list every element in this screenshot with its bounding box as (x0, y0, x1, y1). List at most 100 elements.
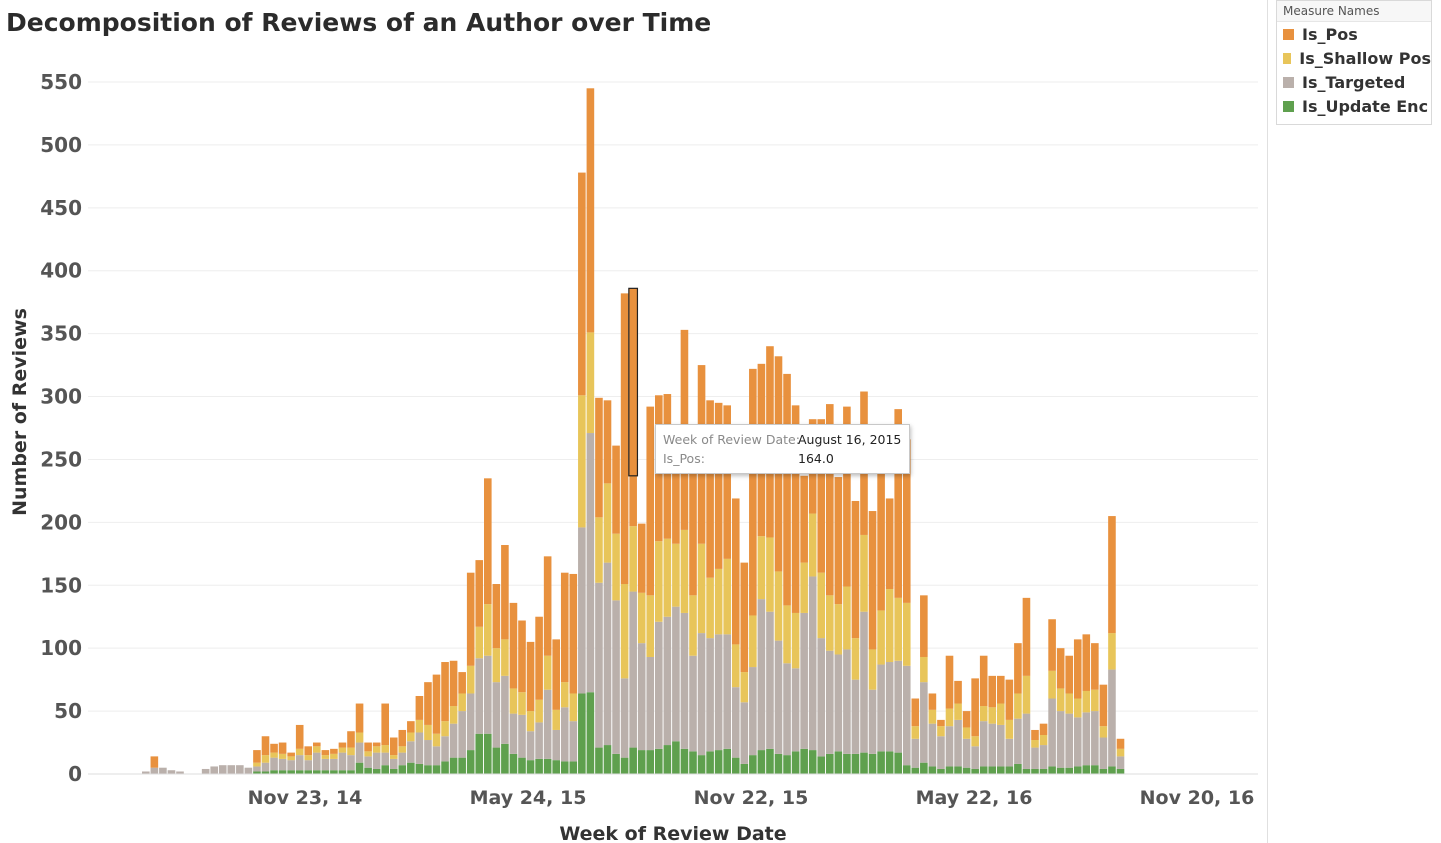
bar-segment-is-targeted[interactable] (167, 770, 176, 774)
bar-segment-is-update-enc[interactable] (441, 761, 449, 774)
bar-segment-is-update-enc[interactable] (407, 762, 415, 774)
bar-segment-is-targeted[interactable] (313, 752, 321, 771)
bar-segment-is-shallow-pos[interactable] (270, 752, 278, 758)
bar-segment-is-pos[interactable] (398, 729, 407, 747)
legend-item-is-pos[interactable]: Is_Pos (1277, 22, 1431, 46)
bar-segment-is-update-enc[interactable] (552, 760, 560, 774)
bar-segment-is-targeted[interactable] (937, 736, 945, 769)
bar-segment-is-targeted[interactable] (731, 687, 740, 758)
bar-segment-is-shallow-pos[interactable] (612, 533, 620, 601)
bar-segment-is-shallow-pos[interactable] (902, 602, 911, 666)
bar-segment-is-shallow-pos[interactable] (646, 595, 655, 657)
bar-segment-is-targeted[interactable] (330, 758, 338, 771)
bar-segment-is-pos[interactable] (928, 693, 937, 710)
bar-segment-is-shallow-pos[interactable] (586, 332, 595, 434)
bar-segment-is-shallow-pos[interactable] (355, 732, 364, 743)
bar-segment-is-update-enc[interactable] (253, 771, 261, 774)
bar-segment-is-pos[interactable] (817, 419, 826, 573)
bar-segment-is-pos[interactable] (920, 595, 928, 657)
bar-segment-is-shallow-pos[interactable] (791, 612, 800, 669)
bar-segment-is-pos[interactable] (894, 409, 902, 598)
bar-segment-is-targeted[interactable] (278, 758, 287, 771)
bar-segment-is-update-enc[interactable] (885, 751, 894, 774)
bar-segment-is-shallow-pos[interactable] (518, 692, 526, 715)
bar-segment-is-update-enc[interactable] (1039, 768, 1048, 774)
bar-segment-is-pos[interactable] (706, 400, 714, 578)
bar-segment-is-pos[interactable] (646, 406, 655, 596)
bar-segment-is-targeted[interactable] (1116, 756, 1125, 769)
bar-segment-is-update-enc[interactable] (988, 766, 997, 774)
bar-segment-is-shallow-pos[interactable] (1082, 690, 1091, 713)
bar-segment-is-targeted[interactable] (261, 762, 270, 772)
bar-segment-is-shallow-pos[interactable] (928, 709, 937, 724)
bar-segment-is-targeted[interactable] (441, 736, 449, 762)
bar-segment-is-targeted[interactable] (526, 731, 535, 761)
bar-segment-is-pos[interactable] (843, 406, 851, 587)
bar-segment-is-pos[interactable] (304, 746, 313, 756)
bar-segment-is-pos[interactable] (979, 655, 988, 707)
bar-segment-is-targeted[interactable] (672, 606, 680, 742)
legend[interactable]: Measure Names Is_Pos Is_Shallow Pos Is_T… (1276, 0, 1432, 125)
bar-segment-is-pos[interactable] (971, 678, 979, 737)
bar-segment-is-targeted[interactable] (176, 771, 184, 774)
bar-segment-is-shallow-pos[interactable] (826, 595, 834, 651)
bar-segment-is-update-enc[interactable] (689, 751, 697, 774)
bar-segment-is-shallow-pos[interactable] (655, 541, 663, 622)
bar-segment-is-targeted[interactable] (843, 649, 851, 754)
bar-segment-is-shallow-pos[interactable] (415, 719, 424, 733)
bar-segment-is-update-enc[interactable] (313, 770, 321, 774)
bar-segment-is-targeted[interactable] (1099, 737, 1108, 769)
bar-segment-is-targeted[interactable] (920, 682, 928, 763)
bar-segment-is-pos[interactable] (509, 602, 518, 689)
bar-segment-is-shallow-pos[interactable] (637, 592, 646, 644)
bar-segment-is-pos[interactable] (381, 703, 389, 746)
bar-segment-is-pos[interactable] (1091, 643, 1099, 690)
bar-segment-is-targeted[interactable] (492, 682, 501, 748)
bar-segment-is-shallow-pos[interactable] (851, 638, 860, 680)
bar-segment-is-shallow-pos[interactable] (1056, 688, 1065, 712)
bar-segment-is-pos[interactable] (415, 695, 424, 720)
bar-segment-is-targeted[interactable] (894, 660, 902, 753)
bar-segment-is-update-enc[interactable] (1031, 768, 1039, 774)
bar-segment-is-targeted[interactable] (304, 760, 313, 771)
bar-segment-is-targeted[interactable] (723, 634, 731, 749)
bar-segment-is-targeted[interactable] (902, 665, 911, 766)
bar-segment-is-targeted[interactable] (518, 714, 526, 758)
bar-segment-is-pos[interactable] (569, 573, 578, 694)
bar-segment-is-pos[interactable] (586, 88, 595, 333)
bar-segment-is-update-enc[interactable] (569, 761, 578, 774)
bar-segment-is-pos[interactable] (877, 464, 885, 611)
bar-segment-is-update-enc[interactable] (817, 756, 826, 774)
bar-segment-is-targeted[interactable] (774, 640, 783, 754)
bar-segment-is-update-enc[interactable] (347, 770, 355, 774)
bar-segment-is-shallow-pos[interactable] (278, 753, 287, 759)
bar-segment-is-pos[interactable] (1039, 723, 1048, 735)
bar-segment-is-pos[interactable] (672, 455, 680, 544)
bar-segment-is-shallow-pos[interactable] (603, 483, 612, 563)
bar-segment-is-targeted[interactable] (475, 658, 484, 734)
bar-segment-is-shallow-pos[interactable] (441, 721, 449, 737)
bar-segment-is-pos[interactable] (355, 703, 364, 733)
bar-segment-is-targeted[interactable] (603, 562, 612, 746)
bar-segment-is-update-enc[interactable] (1014, 763, 1022, 774)
bar-segment-is-update-enc[interactable] (287, 770, 295, 774)
bar-segment-is-pos[interactable] (330, 748, 338, 754)
bar-segment-is-targeted[interactable] (159, 767, 167, 774)
bar-segment-is-update-enc[interactable] (424, 765, 432, 774)
bar-segment-is-pos[interactable] (1099, 684, 1108, 727)
bar-segment-is-pos[interactable] (1048, 619, 1056, 671)
bar-segment-is-targeted[interactable] (714, 634, 723, 751)
bar-segment-is-shallow-pos[interactable] (1116, 748, 1125, 757)
bar-segment-is-update-enc[interactable] (723, 748, 731, 774)
bar-segment-is-shallow-pos[interactable] (295, 748, 304, 756)
bar-segment-is-update-enc[interactable] (355, 762, 364, 774)
bar-segment-is-update-enc[interactable] (902, 765, 911, 774)
bar-segment-is-pos[interactable] (261, 736, 270, 756)
bar-segment-is-targeted[interactable] (1039, 745, 1048, 769)
bar-segment-is-pos[interactable] (372, 742, 381, 747)
bar-segment-is-shallow-pos[interactable] (774, 571, 783, 641)
bar-segment-is-targeted[interactable] (364, 756, 372, 768)
bar-segment-is-shallow-pos[interactable] (330, 753, 338, 759)
bar-segment-is-shallow-pos[interactable] (971, 736, 979, 747)
bar-segment-is-pos[interactable] (689, 470, 697, 596)
